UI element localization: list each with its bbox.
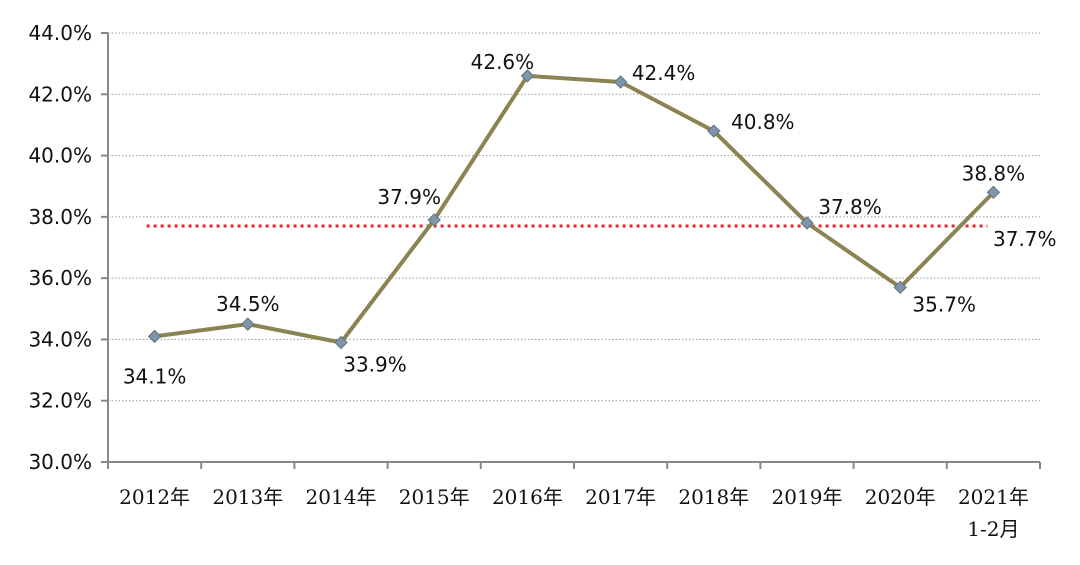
data-label: 42.4%	[632, 61, 696, 85]
data-label: 33.9%	[343, 352, 407, 376]
data-label: 42.6%	[471, 50, 535, 74]
x-tick-label: 2016年	[492, 485, 563, 509]
data-point-marker	[986, 185, 1001, 200]
series-polyline	[154, 73, 995, 345]
x-tick-label: 2018年	[678, 485, 749, 509]
data-label: 34.5%	[216, 292, 280, 316]
data-point-marker	[427, 213, 441, 227]
series-line	[147, 69, 1001, 350]
data-label: 37.9%	[377, 185, 441, 209]
x-tick-label: 2015年	[399, 485, 470, 509]
data-label: 38.8%	[962, 161, 1026, 185]
data-point-marker	[520, 69, 535, 83]
y-tick-label: 36.0%	[28, 266, 92, 290]
y-tick-label: 30.0%	[28, 450, 92, 474]
data-point-marker	[241, 317, 255, 331]
axes: 30.0% 32.0% 34.0% 36.0% 38.0% 40.0% 42.0% 44.0%…	[28, 21, 1041, 541]
y-tick-label: 42.0%	[28, 82, 92, 106]
x-tick-label: 2020年	[865, 485, 936, 509]
x-tick-label: 2014年	[306, 485, 377, 509]
gridlines	[108, 32, 1040, 402]
data-labels: 34.1% 34.5% 33.9% 37.9% 42.6% 42.4% 40.8% 37.8%…	[123, 50, 1025, 388]
y-tick-label: 40.0%	[28, 144, 92, 168]
x-tick-label: 2017年	[585, 485, 656, 509]
y-tick-label: 34.0%	[28, 327, 92, 351]
data-point-marker	[893, 280, 907, 295]
data-point-marker	[334, 335, 348, 350]
x-tick-label: 2021年	[958, 485, 1029, 509]
average-reference-line: 37.7%	[146, 224, 1057, 251]
y-tick-label: 44.0%	[28, 21, 92, 45]
y-tick-label: 38.0%	[28, 205, 92, 229]
data-label: 37.8%	[818, 195, 882, 219]
data-point-marker	[613, 75, 628, 89]
data-point-marker	[147, 329, 162, 344]
x-tick-label: 2012年	[119, 485, 190, 509]
data-label: 40.8%	[731, 110, 795, 134]
y-tick-label: 32.0%	[28, 389, 92, 413]
x-tick-label: 2019年	[772, 485, 843, 509]
data-label: 35.7%	[912, 292, 976, 316]
data-label: 34.1%	[123, 364, 187, 388]
x-tick-label: 1-2月	[967, 517, 1019, 541]
data-point-marker	[707, 124, 721, 138]
data-point-marker	[800, 216, 814, 230]
x-tick-label: 2013年	[212, 485, 283, 509]
reference-line-label: 37.7%	[993, 227, 1057, 251]
